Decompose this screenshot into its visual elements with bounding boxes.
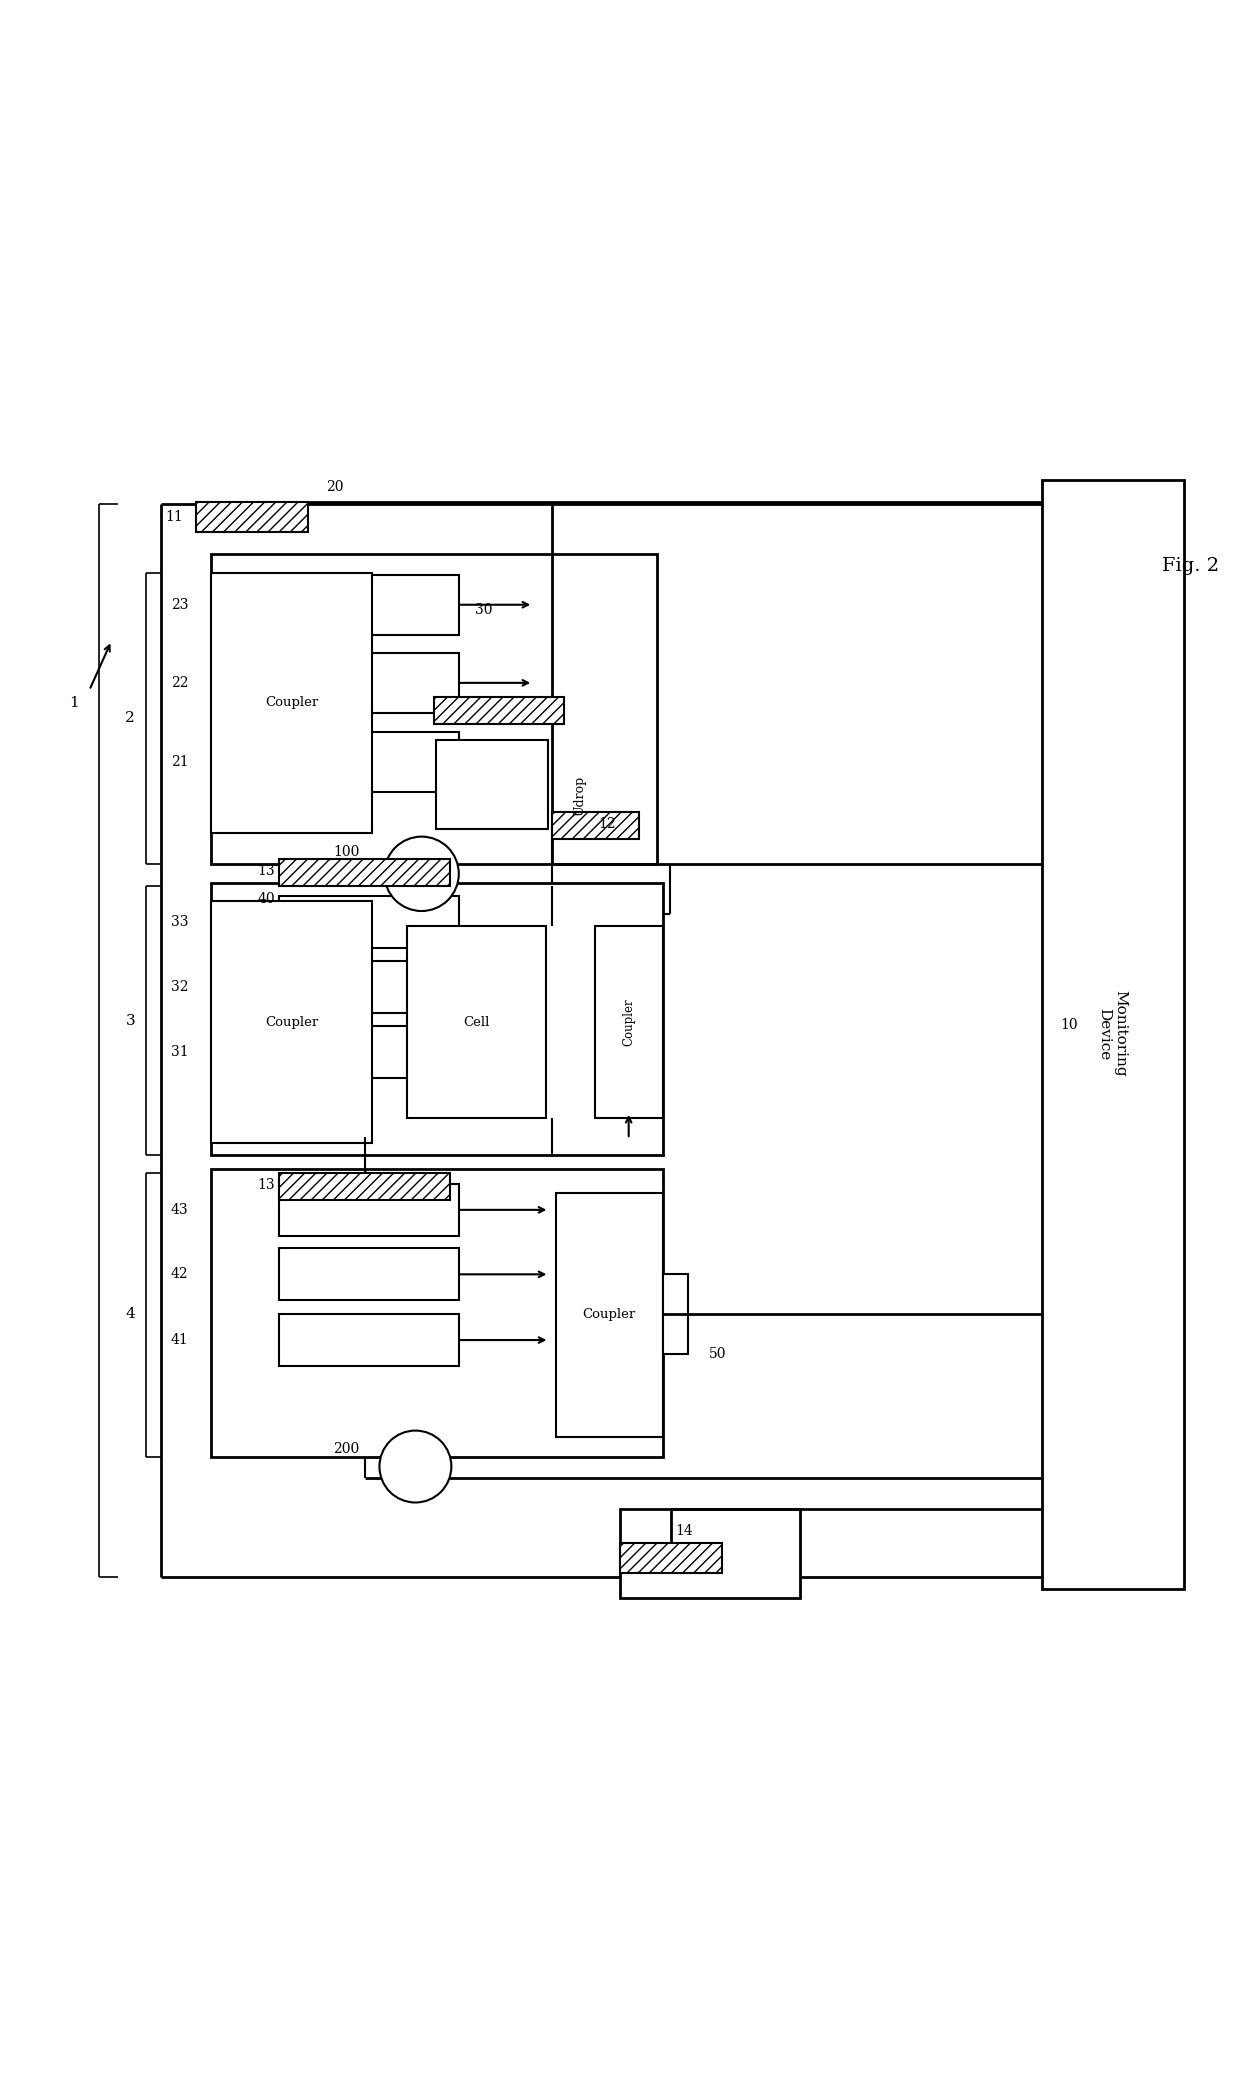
Text: 21: 21 [171,755,188,770]
Bar [279,1185,459,1237]
Bar [211,882,663,1156]
Bar [279,575,459,635]
Bar [279,654,459,712]
Bar [211,554,657,863]
Text: Cell: Cell [463,1017,490,1029]
Circle shape [379,1430,451,1502]
Bar [279,1172,450,1199]
Text: 43: 43 [171,1204,188,1216]
Bar [279,732,459,793]
Text: 40: 40 [258,892,275,905]
Bar [407,925,546,1118]
Text: 42: 42 [171,1268,188,1282]
Bar [620,1544,722,1573]
Text: Coupler: Coupler [265,697,317,710]
Bar [279,859,450,886]
Text: 200: 200 [334,1442,360,1457]
Text: 13: 13 [258,1179,275,1191]
Text: Coupler: Coupler [265,1017,317,1029]
Bar [595,925,663,1118]
Text: 2: 2 [125,710,135,724]
Text: 31: 31 [171,1046,188,1060]
Bar [620,1509,800,1598]
Text: 3: 3 [125,1015,135,1029]
Text: 32: 32 [171,979,188,994]
Bar [279,1313,459,1365]
Bar [196,502,308,531]
Text: Coupler: Coupler [622,998,635,1046]
Bar [552,811,639,838]
Text: 30: 30 [475,602,492,616]
Circle shape [384,836,459,911]
Bar [279,961,459,1013]
Text: Monitoring
Device: Monitoring Device [1097,990,1127,1077]
Bar [436,741,548,830]
Text: 4: 4 [125,1307,135,1322]
Text: 12: 12 [599,818,616,832]
Bar [1042,479,1184,1589]
Bar [279,896,459,948]
Text: 20: 20 [326,479,343,494]
Text: 13: 13 [258,865,275,878]
Bar [211,1168,663,1457]
Text: Coupler: Coupler [583,1307,635,1320]
Text: 11: 11 [166,510,184,523]
Text: Udrop: Udrop [574,776,587,815]
Bar [434,697,564,724]
Text: 100: 100 [334,845,360,859]
Text: 14: 14 [676,1523,693,1538]
Text: 23: 23 [171,598,188,612]
Text: 41: 41 [171,1332,188,1347]
Text: 50: 50 [709,1347,727,1361]
Text: 10: 10 [1060,1019,1078,1031]
Bar [663,1274,688,1353]
Text: 33: 33 [171,915,188,930]
Text: 22: 22 [171,676,188,689]
Bar [556,1193,663,1436]
Bar [211,901,372,1143]
Bar [279,1027,459,1079]
Bar [279,1249,459,1301]
Bar [211,573,372,832]
Text: 1: 1 [69,695,79,710]
Text: Fig. 2: Fig. 2 [1162,558,1219,575]
